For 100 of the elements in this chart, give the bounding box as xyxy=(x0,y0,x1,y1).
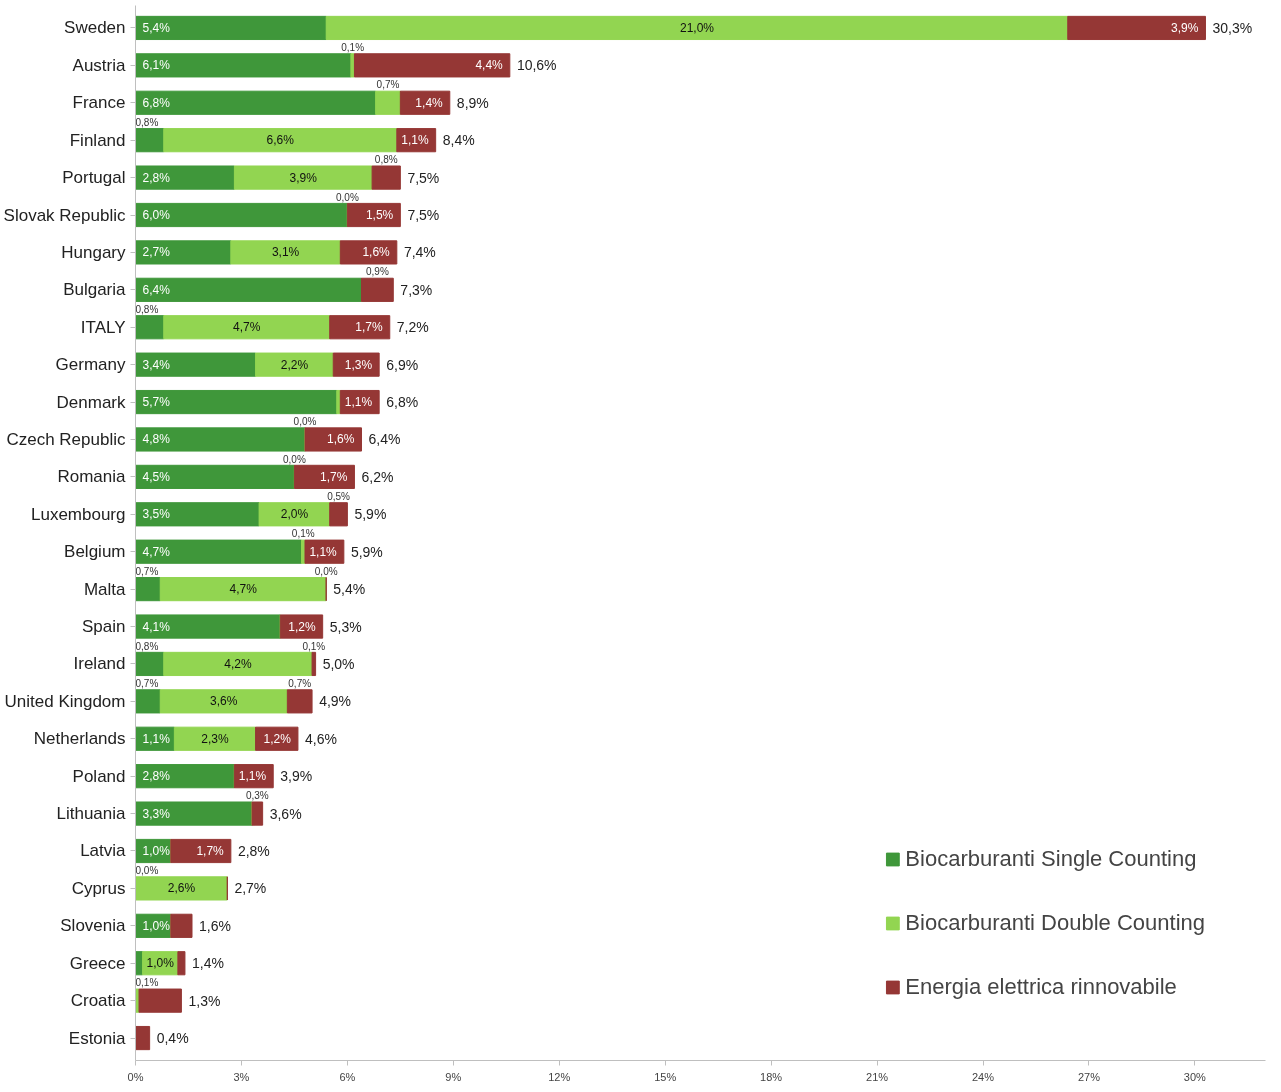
y-tick-label: Portugal xyxy=(62,168,126,188)
total-label: 1,4% xyxy=(192,955,224,972)
y-tick-label: Bulgaria xyxy=(63,280,127,300)
data-label: 6,0% xyxy=(142,208,171,222)
y-tick-label: Spain xyxy=(82,617,126,637)
x-tick-label: 27% xyxy=(1077,1070,1101,1083)
data-label: 6,8% xyxy=(142,95,171,110)
data-label: 6,1% xyxy=(142,58,171,73)
data-label: 0,1% xyxy=(341,42,365,54)
data-label: 0,8% xyxy=(374,154,398,166)
data-label: 4,7% xyxy=(233,320,261,335)
total-label: 8,4% xyxy=(442,132,475,149)
data-label: 1,0% xyxy=(142,918,171,933)
y-tick-label: Latvia xyxy=(80,841,127,861)
total-label: 7,3% xyxy=(400,281,433,298)
data-label: 4,4% xyxy=(475,58,504,73)
x-tick-label: 9% xyxy=(445,1070,462,1083)
data-label: 0,1% xyxy=(302,640,326,652)
data-label: 5,7% xyxy=(142,395,171,410)
data-label: 0,7% xyxy=(288,678,312,690)
y-tick-label: Ireland xyxy=(73,654,126,674)
x-tick-label: 3% xyxy=(233,1070,250,1083)
data-label: 0,0% xyxy=(293,416,317,428)
data-label: 6,4% xyxy=(142,282,171,297)
total-label: 4,6% xyxy=(305,730,337,747)
legend-label: Biocarburanti Double Counting xyxy=(905,910,1205,936)
total-label: 6,9% xyxy=(386,356,419,373)
total-label: 5,9% xyxy=(350,543,383,560)
data-label: 1,7% xyxy=(320,469,348,484)
legend-label: Biocarburanti Single Counting xyxy=(905,846,1197,872)
total-label: 2,8% xyxy=(237,843,270,859)
y-tick-label: Hungary xyxy=(61,242,126,262)
y-tick-label: Netherlands xyxy=(33,729,126,749)
data-label: 3,1% xyxy=(271,245,300,260)
data-label: 6,6% xyxy=(266,133,295,148)
data-label: 1,2% xyxy=(288,619,316,634)
data-label: 5,4% xyxy=(142,20,171,35)
data-label: 1,7% xyxy=(196,844,225,858)
x-tick-label: 6% xyxy=(339,1070,356,1083)
y-tick-label: Slovenia xyxy=(60,916,127,936)
data-label: 1,5% xyxy=(365,208,394,222)
data-label: 3,5% xyxy=(142,507,171,522)
total-label: 1,3% xyxy=(188,992,221,1009)
data-label: 1,4% xyxy=(415,95,444,110)
y-tick-label: ITALY xyxy=(80,317,126,337)
y-tick-label: Finland xyxy=(69,130,126,150)
data-label: 2,0% xyxy=(280,507,309,522)
data-label: 0,0% xyxy=(135,865,159,877)
total-label: 7,4% xyxy=(403,244,436,261)
x-tick-label: 0% xyxy=(127,1070,144,1083)
total-label: 7,5% xyxy=(407,207,440,223)
total-label: 1,6% xyxy=(199,917,231,934)
y-tick-label: Malta xyxy=(83,579,127,599)
total-label: 6,4% xyxy=(368,431,401,448)
y-tick-label: Belgium xyxy=(64,542,126,562)
total-label: 30,3% xyxy=(1212,19,1253,36)
x-tick-label: 30% xyxy=(1183,1070,1207,1083)
data-label: 0,7% xyxy=(135,678,159,690)
total-label: 5,4% xyxy=(333,581,366,598)
data-label: 0,0% xyxy=(335,191,359,203)
legend-label: Energia elettrica rinnovabile xyxy=(905,974,1177,1000)
total-label: 4,9% xyxy=(319,693,352,710)
total-label: 7,5% xyxy=(407,169,440,186)
y-tick-label: Luxembourg xyxy=(31,504,126,524)
data-label: 1,0% xyxy=(142,844,171,858)
data-label: 1,6% xyxy=(327,432,355,447)
total-label: 6,8% xyxy=(386,394,419,411)
data-label: 2,6% xyxy=(167,881,196,896)
data-label: 0,1% xyxy=(135,977,159,989)
data-label: 0,0% xyxy=(283,453,306,465)
data-label: 0,7% xyxy=(376,79,400,91)
x-tick-label: 12% xyxy=(548,1070,571,1083)
y-tick-label: Lithuania xyxy=(56,804,127,824)
y-tick-label: Cyprus xyxy=(71,878,126,898)
y-tick-label: Estonia xyxy=(68,1028,127,1048)
data-label: 4,1% xyxy=(142,619,171,634)
data-label: 0,8% xyxy=(135,640,159,652)
data-label: 1,6% xyxy=(362,245,391,260)
data-label: 4,7% xyxy=(229,582,258,597)
data-label: 1,0% xyxy=(146,956,175,971)
data-label: 3,4% xyxy=(142,357,171,372)
data-label: 1,3% xyxy=(344,357,373,372)
data-label: 0,0% xyxy=(314,565,338,577)
data-label: 0,5% xyxy=(327,490,351,502)
y-tick-label: Slovak Republic xyxy=(3,205,126,225)
data-label: 0,7% xyxy=(135,565,159,577)
total-label: 6,2% xyxy=(361,468,394,485)
data-label: 4,8% xyxy=(142,432,171,447)
data-label: 4,2% xyxy=(224,656,252,671)
total-label: 3,6% xyxy=(269,805,302,822)
y-tick-label: Germany xyxy=(55,355,126,375)
data-label: 0,8% xyxy=(135,116,159,128)
data-label: 2,2% xyxy=(280,357,309,372)
y-tick-label: Sweden xyxy=(64,18,126,38)
data-label: 1,1% xyxy=(238,769,267,784)
x-tick-label: 24% xyxy=(971,1070,995,1083)
total-label: 3,9% xyxy=(280,768,313,785)
data-label: 0,1% xyxy=(291,528,315,540)
data-label: 1,7% xyxy=(355,320,384,335)
total-label: 7,2% xyxy=(396,319,429,336)
